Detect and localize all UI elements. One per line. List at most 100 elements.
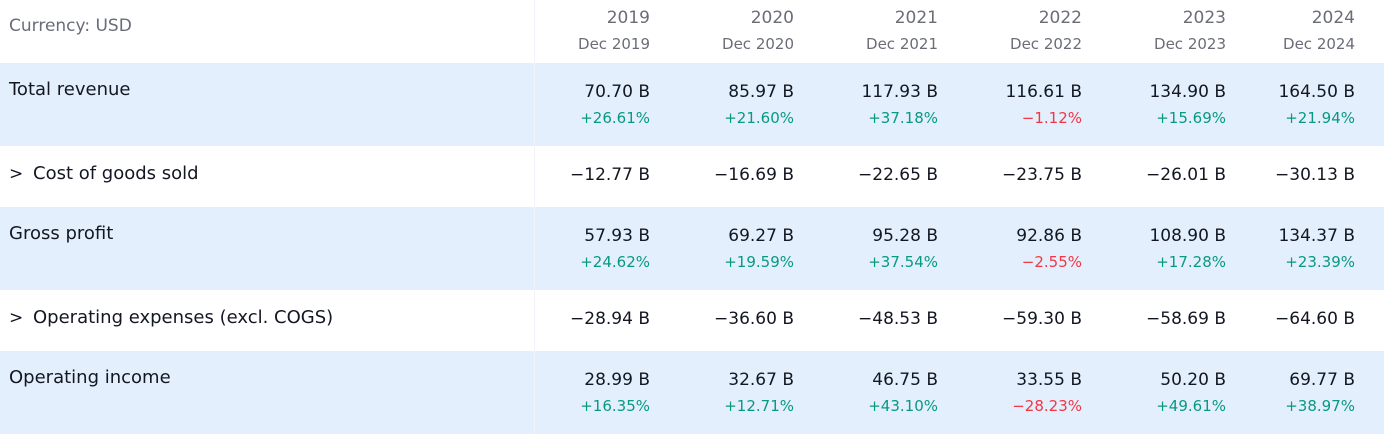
cell-value: −22.65 B (858, 165, 938, 185)
column-year: 2021 (894, 8, 938, 28)
cell: 28.99 B +16.35% (535, 351, 679, 434)
row-label-expandable[interactable]: > Cost of goods sold (0, 146, 535, 207)
cell: −58.69 B (1111, 290, 1255, 351)
row-label: Cost of goods sold (33, 163, 199, 184)
currency-label: Currency: USD (0, 0, 535, 63)
column-header-2021: 2021 Dec 2021 (823, 0, 967, 63)
cell-value: −16.69 B (714, 165, 794, 185)
cell-value: −28.94 B (570, 309, 650, 329)
cell-value: −26.01 B (1146, 165, 1226, 185)
cell: −59.30 B (967, 290, 1111, 351)
cell: −26.01 B (1111, 146, 1255, 207)
row-total-revenue: Total revenue 70.70 B +26.61% 85.97 B +2… (0, 63, 1384, 146)
cell-value: 50.20 B (1160, 370, 1226, 390)
cell-change: +26.61% (580, 109, 650, 127)
cell-change: +16.35% (580, 397, 650, 415)
cell-change: +38.97% (1285, 397, 1355, 415)
cell-value: 108.90 B (1149, 226, 1226, 246)
cell-value: 32.67 B (728, 370, 794, 390)
cell-change: +19.59% (724, 253, 794, 271)
row-label: Operating expenses (excl. COGS) (33, 307, 334, 328)
chevron-right-icon[interactable]: > (9, 164, 24, 184)
row-label-expandable[interactable]: > Operating expenses (excl. COGS) (0, 290, 535, 351)
row-cost-of-goods-sold[interactable]: > Cost of goods sold −12.77 B −16.69 B −2… (0, 146, 1384, 207)
column-header-2023: 2023 Dec 2023 (1111, 0, 1255, 63)
cell-value: 92.86 B (1016, 226, 1082, 246)
cell: 108.90 B +17.28% (1111, 207, 1255, 290)
column-header-2020: 2020 Dec 2020 (679, 0, 823, 63)
cell: 69.77 B +38.97% (1255, 351, 1384, 434)
cell-value: −48.53 B (858, 309, 938, 329)
cell: −28.94 B (535, 290, 679, 351)
cell-value: −64.60 B (1275, 309, 1355, 329)
cell-value: 116.61 B (1005, 82, 1082, 102)
cell: 92.86 B −2.55% (967, 207, 1111, 290)
cell: −12.77 B (535, 146, 679, 207)
cell-change: +49.61% (1156, 397, 1226, 415)
column-period: Dec 2024 (1283, 35, 1355, 53)
cell-change: +21.94% (1285, 109, 1355, 127)
cell-value: 70.70 B (584, 82, 650, 102)
cell: 57.93 B +24.62% (535, 207, 679, 290)
cell-value: 57.93 B (584, 226, 650, 246)
cell: 85.97 B +21.60% (679, 63, 823, 146)
cell-change: +24.62% (580, 253, 650, 271)
cell: 33.55 B −28.23% (967, 351, 1111, 434)
cell-value: −59.30 B (1002, 309, 1082, 329)
column-year: 2019 (606, 8, 650, 28)
column-year: 2024 (1311, 8, 1355, 28)
cell-change: +37.18% (868, 109, 938, 127)
column-period: Dec 2021 (866, 35, 938, 53)
cell-value: 33.55 B (1016, 370, 1082, 390)
cell-value: 117.93 B (861, 82, 938, 102)
cell: 70.70 B +26.61% (535, 63, 679, 146)
cell-value: 134.37 B (1278, 226, 1355, 246)
column-header-2019: 2019 Dec 2019 (535, 0, 679, 63)
cell-change: −1.12% (1021, 109, 1082, 127)
cell: 164.50 B +21.94% (1255, 63, 1384, 146)
cell-value: 134.90 B (1149, 82, 1226, 102)
cell-change: +17.28% (1156, 253, 1226, 271)
cell: −22.65 B (823, 146, 967, 207)
cell-change: +12.71% (724, 397, 794, 415)
cell-value: 69.27 B (728, 226, 794, 246)
column-year: 2022 (1038, 8, 1082, 28)
cell: −16.69 B (679, 146, 823, 207)
cell: −48.53 B (823, 290, 967, 351)
cell: 95.28 B +37.54% (823, 207, 967, 290)
cell: 134.90 B +15.69% (1111, 63, 1255, 146)
cell-value: −36.60 B (714, 309, 794, 329)
row-operating-income: Operating income 28.99 B +16.35% 32.67 B… (0, 351, 1384, 434)
cell: −64.60 B (1255, 290, 1384, 351)
cell: 32.67 B +12.71% (679, 351, 823, 434)
column-period: Dec 2022 (1010, 35, 1082, 53)
cell: −23.75 B (967, 146, 1111, 207)
cell-value: −12.77 B (570, 165, 650, 185)
row-gross-profit: Gross profit 57.93 B +24.62% 69.27 B +19… (0, 207, 1384, 290)
cell-change: +23.39% (1285, 253, 1355, 271)
column-year: 2020 (750, 8, 794, 28)
cell-value: 28.99 B (584, 370, 650, 390)
column-period: Dec 2023 (1154, 35, 1226, 53)
cell: 116.61 B −1.12% (967, 63, 1111, 146)
cell-change: +15.69% (1156, 109, 1226, 127)
cell: −30.13 B (1255, 146, 1384, 207)
row-label: Total revenue (0, 63, 535, 146)
cell-value: 69.77 B (1289, 370, 1355, 390)
cell: −36.60 B (679, 290, 823, 351)
cell-value: 85.97 B (728, 82, 794, 102)
cell-value: −23.75 B (1002, 165, 1082, 185)
chevron-right-icon[interactable]: > (9, 308, 24, 328)
cell-value: 164.50 B (1278, 82, 1355, 102)
column-year: 2023 (1182, 8, 1226, 28)
column-period: Dec 2019 (578, 35, 650, 53)
cell-value: 46.75 B (872, 370, 938, 390)
cell: 50.20 B +49.61% (1111, 351, 1255, 434)
cell: 117.93 B +37.18% (823, 63, 967, 146)
row-label: Gross profit (0, 207, 535, 290)
cell-change: −2.55% (1021, 253, 1082, 271)
cell: 134.37 B +23.39% (1255, 207, 1384, 290)
row-label: Operating income (0, 351, 535, 434)
row-operating-expenses[interactable]: > Operating expenses (excl. COGS) −28.94 … (0, 290, 1384, 351)
